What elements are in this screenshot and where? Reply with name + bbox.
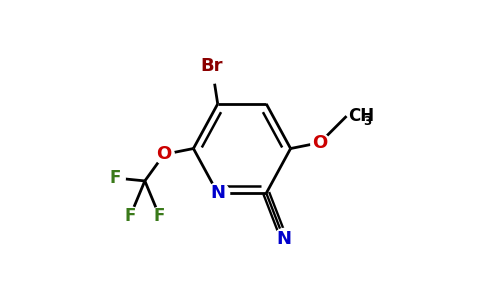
Text: O: O	[156, 146, 172, 164]
Text: O: O	[312, 134, 328, 152]
Text: N: N	[276, 230, 291, 248]
Text: Br: Br	[200, 57, 223, 75]
Text: F: F	[154, 207, 165, 225]
Text: CH: CH	[348, 107, 374, 125]
Text: F: F	[124, 207, 136, 225]
Text: N: N	[210, 184, 225, 202]
Text: 3: 3	[363, 115, 371, 128]
Text: F: F	[110, 169, 121, 187]
